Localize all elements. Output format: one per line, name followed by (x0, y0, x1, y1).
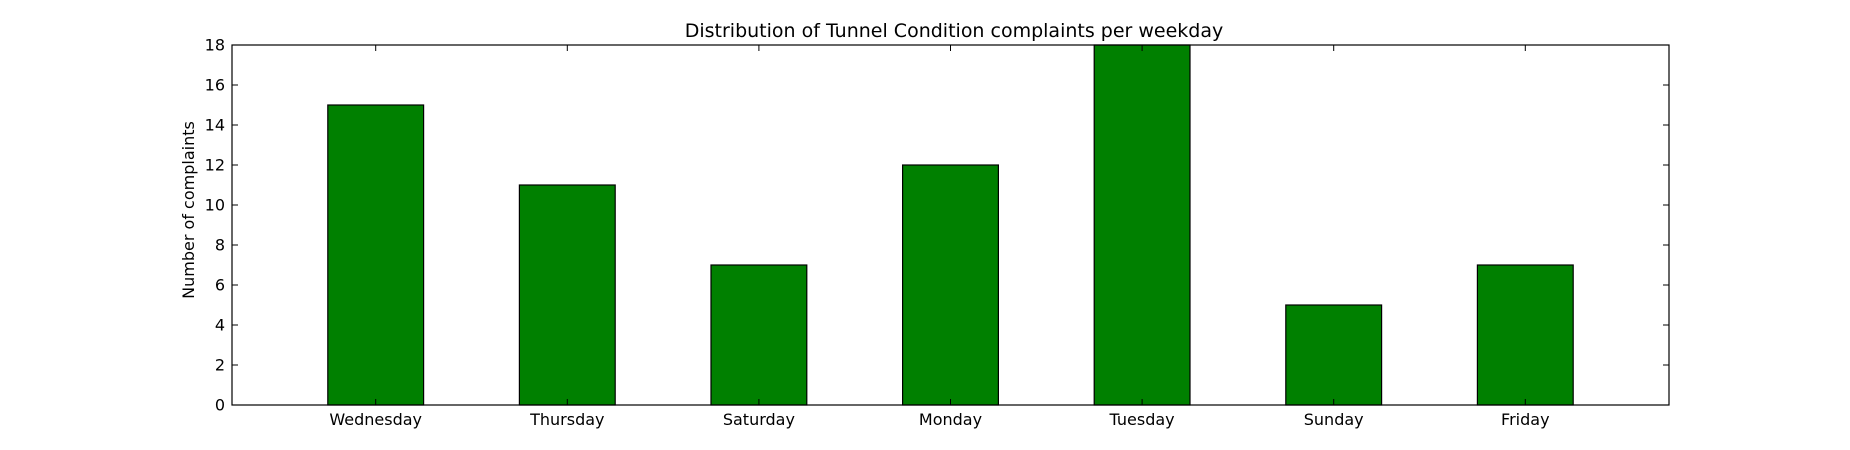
y-tick-label: 8 (215, 236, 225, 255)
y-tick-label: 4 (215, 316, 225, 335)
y-tick-label: 12 (205, 156, 225, 175)
y-tick-label: 14 (205, 116, 225, 135)
bar-thursday (518, 184, 616, 406)
tick-labels: Wednesday Thursday Saturday Monday Tuesday Su… (205, 36, 1550, 430)
bar-wednesday (327, 104, 425, 406)
bars (327, 44, 1574, 406)
y-tick-label: 18 (205, 36, 225, 55)
axis-ticks (232, 44, 1669, 406)
chart-title: Distribution of Tunnel Condition complai… (685, 20, 1224, 42)
x-tick-label: Monday (919, 410, 982, 429)
y-tick-label: 2 (215, 356, 225, 375)
x-tick-label: Wednesday (329, 410, 422, 429)
y-tick-label: 6 (215, 276, 225, 295)
x-tick-label: Saturday (723, 410, 795, 429)
x-tick-label: Tuesday (1109, 410, 1175, 429)
y-axis-label: Number of complaints (179, 121, 198, 299)
bar-friday (1476, 264, 1574, 406)
bar-tuesday (1093, 44, 1191, 406)
x-tick-label: Thursday (529, 410, 604, 429)
plot-area-frame (231, 44, 1670, 406)
bar-monday (901, 164, 999, 406)
bar-sunday (1285, 304, 1383, 406)
y-tick-label: 10 (205, 196, 225, 215)
y-tick-label: 16 (205, 76, 225, 95)
bar-saturday (710, 264, 808, 406)
y-tick-label: 0 (215, 396, 225, 415)
x-tick-label: Friday (1501, 410, 1550, 429)
x-tick-label: Sunday (1304, 410, 1364, 429)
